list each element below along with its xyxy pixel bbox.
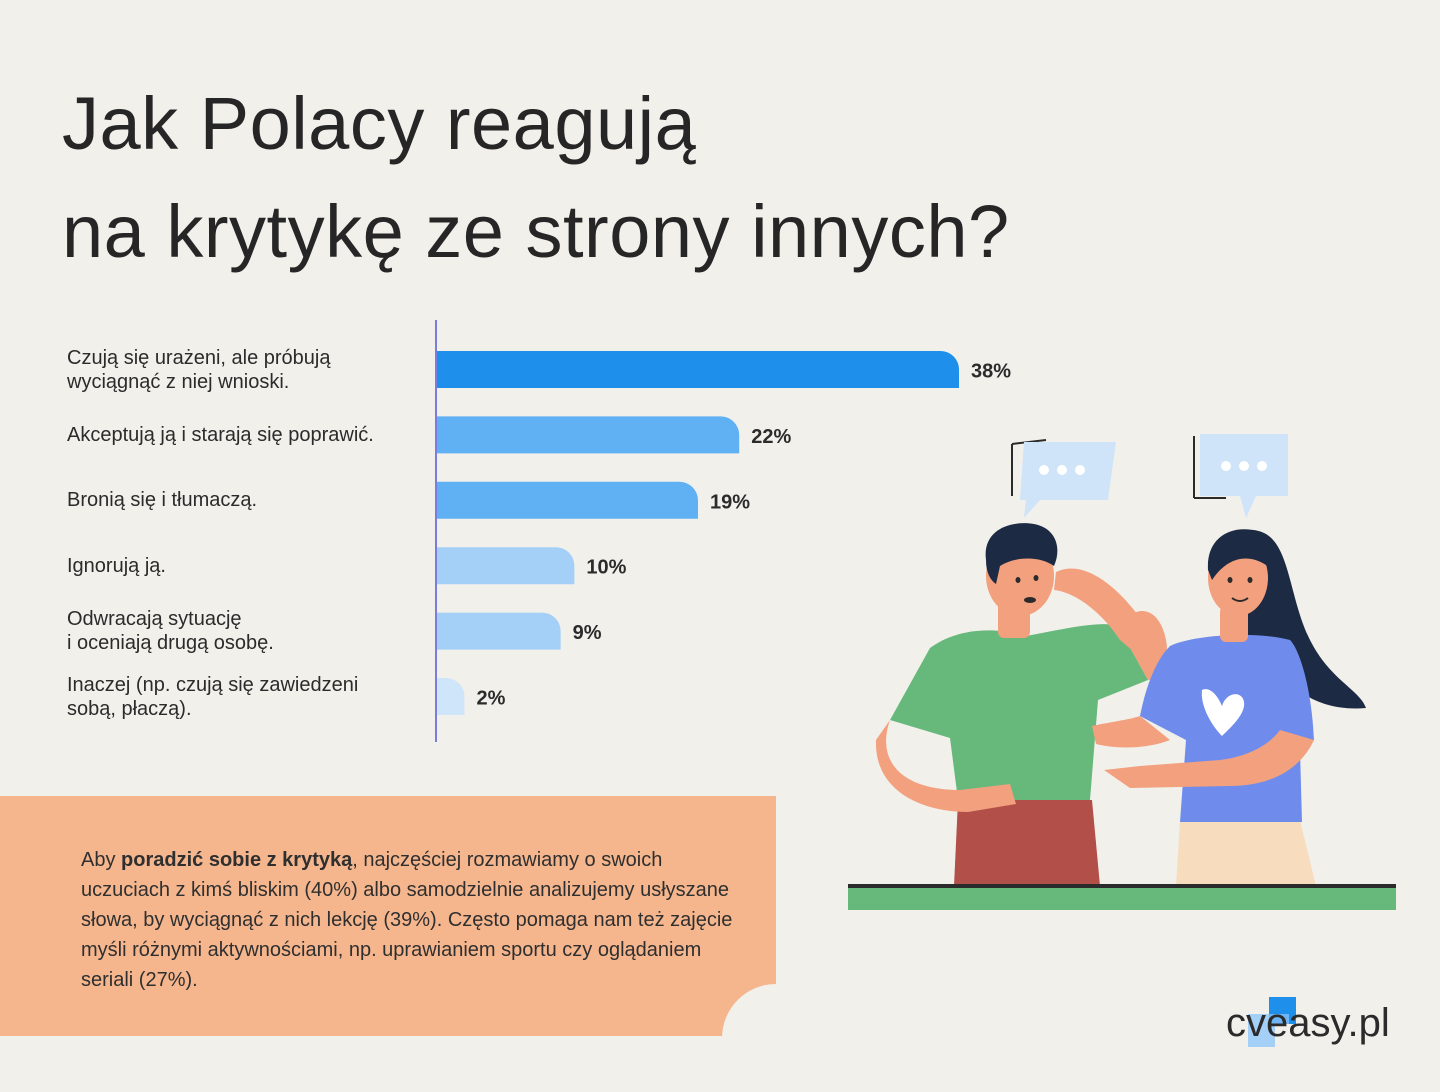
man-figure	[875, 523, 1167, 886]
tip-text-after: , najczęściej rozmawiamy o swoich uczuci…	[81, 849, 733, 991]
bar-category-label-line: Czują się urażeni, ale próbują	[67, 346, 331, 369]
bar-category-label-line: Ignorują ją.	[67, 554, 166, 577]
bar	[437, 547, 575, 585]
bar-value-label: 38%	[971, 361, 1011, 383]
bar	[437, 612, 561, 650]
bar-value-label: 10%	[586, 557, 626, 579]
bar-category-label: Ignorują ją.	[67, 554, 427, 578]
page-title: Jak Polacy reagują na krytykę ze strony …	[62, 70, 1010, 286]
tip-card-notch	[722, 984, 830, 1092]
bar-category-label: Czują się urażeni, ale próbują wyciągnąć …	[67, 346, 427, 394]
ground-bar	[848, 888, 1396, 910]
tip-text: Aby poradzić sobie z krytyką, najczęście…	[81, 845, 741, 995]
cveasy-logo-icon	[1248, 997, 1296, 1047]
speech-bubble-right-icon	[1193, 434, 1288, 518]
bar-category-label: Bronią się i tłumaczą.	[67, 488, 427, 512]
people-illustration	[848, 434, 1396, 910]
tip-card	[0, 796, 776, 1036]
title-line-2: na krytykę ze strony innych?	[62, 190, 1010, 273]
bar	[437, 416, 740, 454]
bar-category-label-line: Bronią się i tłumaczą.	[67, 489, 258, 512]
bar-category-label: Inaczej (np. czują się zawiedzeni sobą, p…	[67, 673, 427, 721]
bar-category-label-line: wyciągnąć z niej wnioski.	[67, 370, 290, 393]
logo-text: cveasy.pl	[1226, 1001, 1390, 1045]
bar-value-label: 9%	[573, 622, 602, 644]
bar-category-label-line: Akceptują ją i starają się poprawić.	[67, 423, 374, 446]
bar	[437, 481, 698, 519]
bar-value-label: 2%	[476, 688, 505, 710]
bar	[437, 678, 465, 715]
bar-category-label: Odwracają sytuację i oceniają drugą osobę…	[67, 607, 427, 655]
title-line-1: Jak Polacy reagują	[62, 82, 697, 165]
bar-category-label-line: i oceniają drugą osobę.	[67, 632, 274, 655]
bar-category-label: Akceptują ją i starają się poprawić.	[67, 423, 427, 447]
bar-category-label-line: Inaczej (np. czują się zawiedzeni	[67, 673, 359, 696]
tip-text-before: Aby	[81, 849, 122, 871]
speech-bubble-left-icon	[1011, 439, 1116, 518]
bar	[437, 351, 959, 388]
bar-value-label: 19%	[710, 491, 750, 513]
bar-category-label-line: sobą, płaczą).	[67, 697, 192, 720]
bar-category-label-line: Odwracają sytuację	[67, 608, 242, 631]
bar-value-label: 22%	[751, 426, 791, 448]
woman-figure	[1092, 529, 1366, 886]
tip-text-bold: poradzić sobie z krytyką	[121, 849, 353, 871]
ground-line	[848, 884, 1396, 888]
